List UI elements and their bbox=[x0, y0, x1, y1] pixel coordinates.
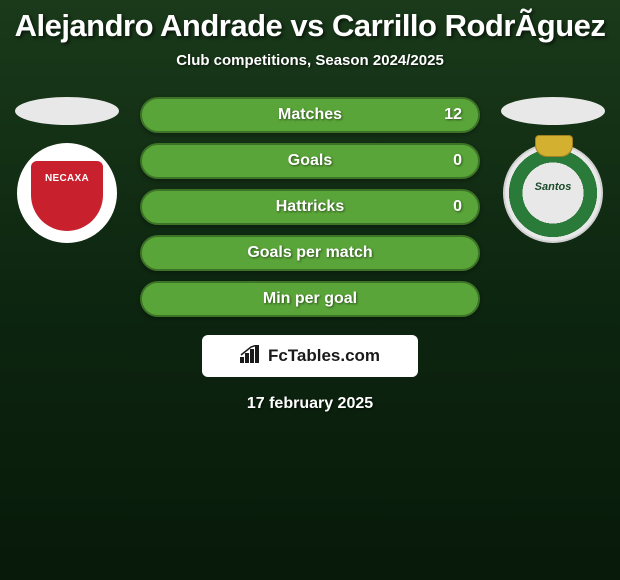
stat-bar: Goals per match bbox=[140, 235, 480, 271]
comparison-card: Alejandro Andrade vs Carrillo RodrÃ­guez… bbox=[0, 0, 620, 580]
subtitle: Club competitions, Season 2024/2025 bbox=[0, 52, 620, 69]
brand-text: FcTables.com bbox=[268, 346, 380, 366]
stats-column: Matches 12 Goals 0 Hattricks 0 Goals per match… bbox=[140, 97, 480, 317]
stat-value-right: 0 bbox=[453, 152, 462, 170]
brand-box[interactable]: FcTables.com bbox=[202, 335, 418, 377]
stat-label: Hattricks bbox=[276, 198, 344, 216]
stat-label: Goals per match bbox=[247, 244, 372, 262]
player-left-photo bbox=[15, 97, 119, 125]
club-logo-right bbox=[503, 143, 603, 243]
stat-label: Goals bbox=[288, 152, 332, 170]
player-left-column bbox=[14, 97, 120, 243]
stat-bar: Hattricks 0 bbox=[140, 189, 480, 225]
page-title: Alejandro Andrade vs Carrillo RodrÃ­guez bbox=[0, 8, 620, 44]
stat-bar: Matches 12 bbox=[140, 97, 480, 133]
date-text: 17 february 2025 bbox=[0, 395, 620, 413]
main-area: Matches 12 Goals 0 Hattricks 0 Goals per match… bbox=[0, 97, 620, 317]
stat-label: Matches bbox=[278, 106, 342, 124]
stat-value-right: 12 bbox=[444, 106, 462, 124]
stat-bar: Min per goal bbox=[140, 281, 480, 317]
player-right-column bbox=[500, 97, 606, 243]
stat-label: Min per goal bbox=[263, 290, 357, 308]
chart-icon bbox=[240, 345, 262, 368]
stat-value-right: 0 bbox=[453, 198, 462, 216]
stat-bar: Goals 0 bbox=[140, 143, 480, 179]
club-logo-left bbox=[17, 143, 117, 243]
player-right-photo bbox=[501, 97, 605, 125]
